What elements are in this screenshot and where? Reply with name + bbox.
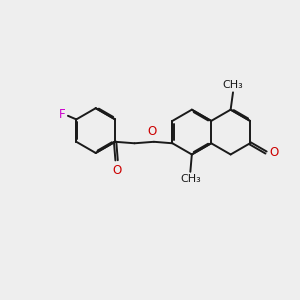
Text: O: O — [112, 164, 121, 178]
Text: O: O — [270, 146, 279, 159]
Text: F: F — [59, 108, 66, 121]
Text: O: O — [148, 125, 157, 138]
Text: CH₃: CH₃ — [223, 80, 243, 90]
Text: CH₃: CH₃ — [180, 174, 201, 184]
